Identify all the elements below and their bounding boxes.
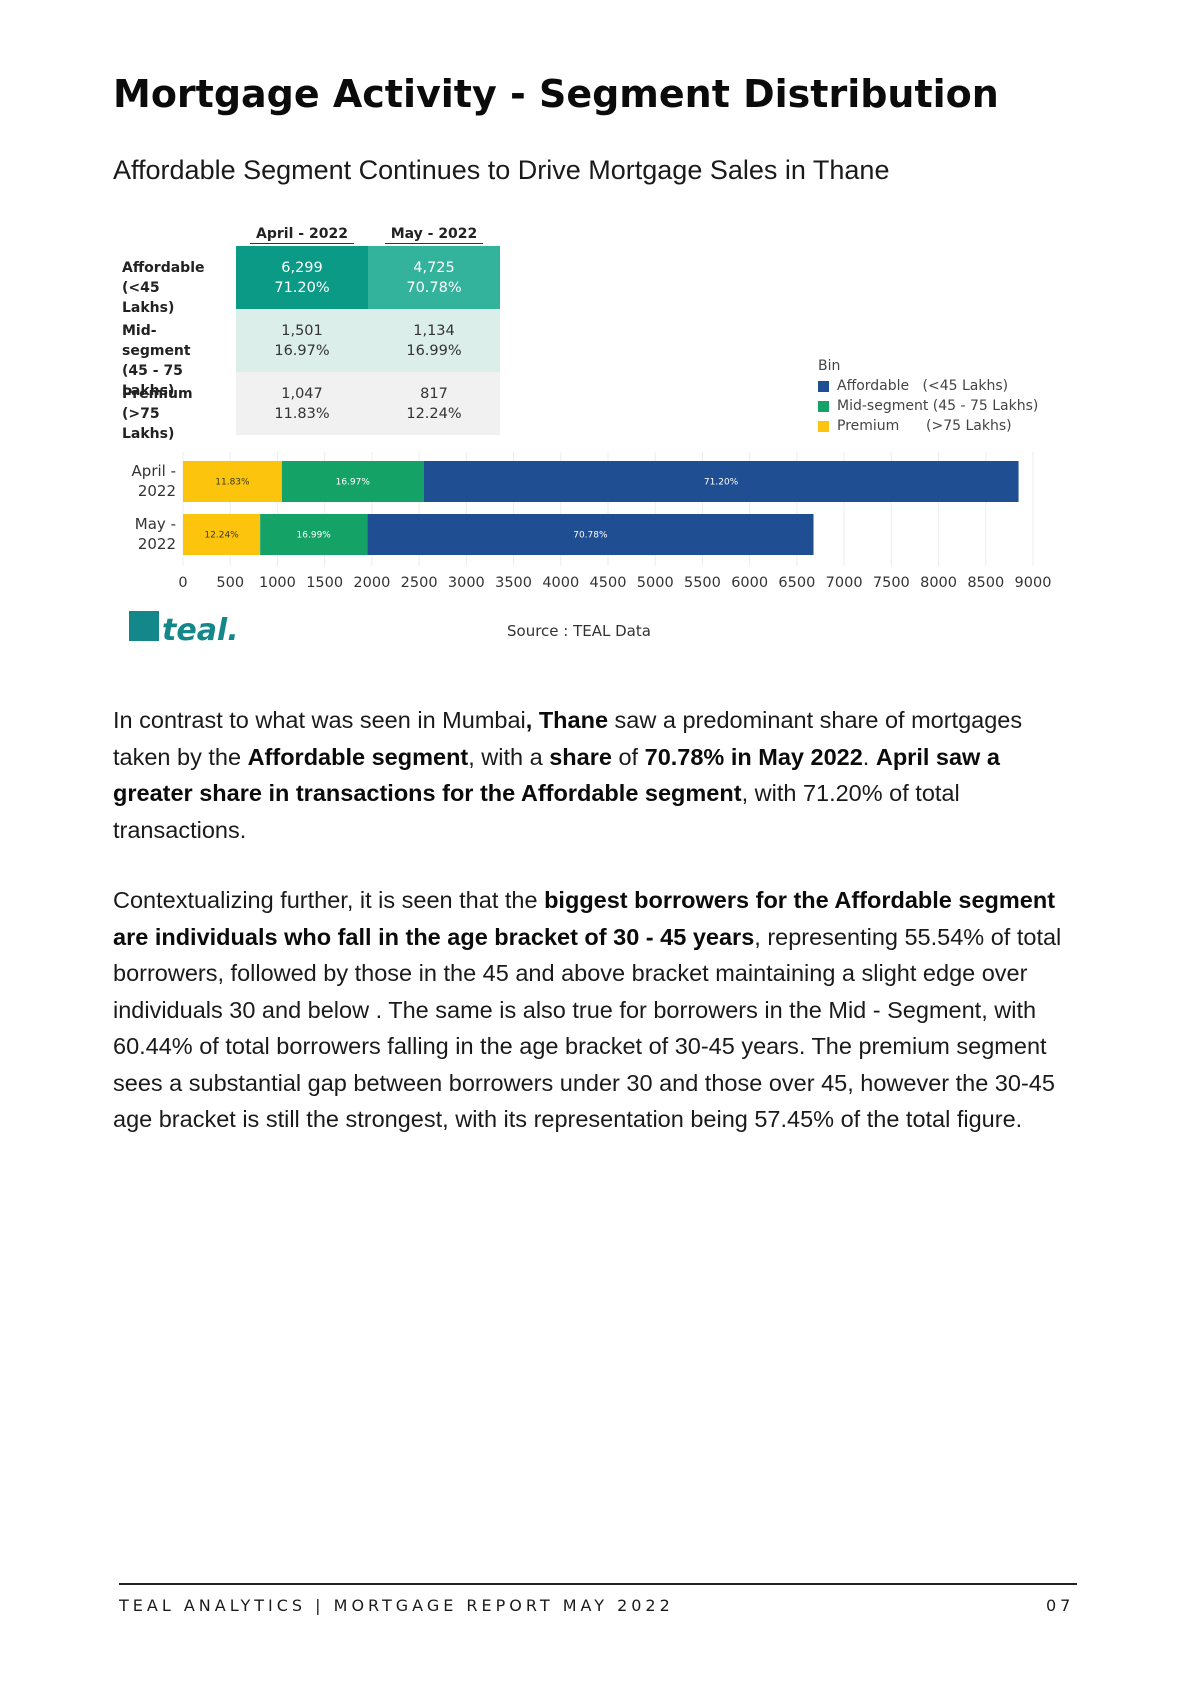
x-tick-label: 1000 bbox=[259, 575, 296, 591]
x-tick-label: 8000 bbox=[920, 575, 957, 591]
page-subtitle: Affordable Segment Continues to Drive Mo… bbox=[113, 155, 890, 185]
body-paragraph-2: Contextualizing further, it is seen that… bbox=[113, 882, 1073, 1138]
bold-text-run: April saw a greater share in transaction… bbox=[113, 743, 1000, 807]
x-tick-label: 0 bbox=[178, 575, 187, 591]
bold-text-run: , Thane bbox=[525, 707, 609, 733]
table-row-label-premium: Premium (>75 Lakhs) bbox=[122, 386, 193, 442]
chart-legend: Bin Affordable (<45 Lakhs) Mid-segment (… bbox=[818, 358, 1038, 436]
legend-title: Bin bbox=[818, 358, 841, 374]
table-header-april: April - 2022 bbox=[236, 226, 368, 244]
source-note: Source : TEAL Data bbox=[507, 622, 651, 640]
table-header-may: May - 2022 bbox=[368, 226, 500, 244]
text-run: of bbox=[611, 743, 645, 770]
x-tick-label: 7500 bbox=[873, 575, 910, 591]
legend-item-premium: Premium (>75 Lakhs) bbox=[818, 416, 1038, 436]
bar-data-label: 12.24% bbox=[204, 531, 239, 541]
page-title: Mortgage Activity - Segment Distribution bbox=[113, 72, 999, 116]
bold-text-run: Affordable segment bbox=[247, 743, 469, 770]
x-tick-label: 5000 bbox=[637, 575, 674, 591]
bar-segment bbox=[260, 514, 368, 555]
table-row-label-affordable: Affordable (<45 Lakhs) bbox=[122, 260, 205, 316]
x-tick-label: 2500 bbox=[401, 575, 438, 591]
table-cell-mid-april: 1,501 16.97% bbox=[236, 309, 368, 372]
bar-segment bbox=[183, 461, 282, 502]
bold-text-run: share bbox=[549, 743, 612, 770]
text-run: Contextualizing further, it is seen that… bbox=[113, 887, 545, 913]
bar-segment bbox=[183, 514, 261, 555]
x-tick-label: 8500 bbox=[967, 575, 1004, 591]
body-paragraph-1: In contrast to what was seen in Mumbai, … bbox=[113, 702, 1073, 848]
teal-logo: teal. bbox=[129, 607, 244, 648]
bar-data-label: 70.78% bbox=[573, 531, 608, 541]
bar-data-label: 16.97% bbox=[336, 478, 371, 488]
text-run: , with a bbox=[468, 743, 550, 770]
stacked-bar-chart: 11.83% 16.97% 71.20% April - 2022 12.24% 16.99… bbox=[132, 452, 1052, 591]
footer-divider bbox=[119, 1583, 1077, 1585]
bar-segment bbox=[423, 461, 1019, 502]
bar-data-label: 71.20% bbox=[704, 478, 739, 488]
x-tick-label: 5500 bbox=[684, 575, 721, 591]
table-cell-affordable-april: 6,299 71.20% bbox=[236, 246, 368, 309]
category-label: May - bbox=[135, 515, 176, 533]
category-label: 2022 bbox=[138, 482, 176, 500]
bold-text-run: 70.78% in May 2022 bbox=[644, 743, 863, 770]
x-tick-label: 4500 bbox=[590, 575, 627, 591]
table-cell-premium-april: 1,047 11.83% bbox=[236, 372, 368, 435]
table-cell-affordable-may: 4,725 70.78% bbox=[368, 246, 500, 309]
bar-segment bbox=[367, 514, 814, 555]
legend-item-affordable: Affordable (<45 Lakhs) bbox=[818, 376, 1038, 396]
table-cell-premium-may: 817 12.24% bbox=[368, 372, 500, 435]
x-tick-label: 4000 bbox=[542, 575, 579, 591]
text-run: . bbox=[862, 743, 876, 770]
legend-swatch-mid-segment bbox=[818, 400, 829, 412]
x-tick-label: 7000 bbox=[826, 575, 863, 591]
table-row-label-mid-segment: Mid-segment (45 - 75 Lakhs) bbox=[122, 323, 191, 399]
x-tick-label: 2000 bbox=[353, 575, 390, 591]
text-run: saw a predominant share of mortgages tak… bbox=[113, 707, 1023, 770]
x-tick-label: 500 bbox=[216, 575, 244, 591]
x-tick-label: 9000 bbox=[1015, 575, 1052, 591]
x-tick-label: 6500 bbox=[778, 575, 815, 591]
table-cell-mid-may: 1,134 16.99% bbox=[368, 309, 500, 372]
legend-swatch-premium bbox=[818, 420, 829, 432]
text-run: , with 71.20% of total transactions. bbox=[113, 780, 960, 843]
bar-data-label: 11.83% bbox=[215, 478, 250, 488]
category-label: April - bbox=[132, 462, 176, 480]
svg-text:teal.: teal. bbox=[162, 613, 239, 643]
x-tick-label: 6000 bbox=[731, 575, 768, 591]
bold-text-run: biggest borrowers for the Affordable seg… bbox=[113, 887, 1056, 950]
text-run: In contrast to what was seen in Mumbai bbox=[113, 707, 526, 733]
footer-report-name: TEAL ANALYTICS | MORTGAGE REPORT MAY 202… bbox=[119, 1596, 674, 1615]
x-tick-label: 3500 bbox=[495, 575, 532, 591]
bar-segment bbox=[281, 461, 424, 502]
x-tick-label: 3000 bbox=[448, 575, 485, 591]
legend-item-mid-segment: Mid-segment (45 - 75 Lakhs) bbox=[818, 396, 1038, 416]
category-label: 2022 bbox=[138, 535, 176, 553]
legend-swatch-affordable bbox=[818, 380, 829, 392]
page-number: 07 bbox=[1046, 1596, 1075, 1615]
teal-logo-icon: teal. bbox=[129, 611, 239, 648]
bar-data-label: 16.99% bbox=[297, 531, 332, 541]
x-tick-label: 1500 bbox=[306, 575, 343, 591]
text-run: , representing 55.54% of total borrowers… bbox=[113, 923, 1062, 1133]
